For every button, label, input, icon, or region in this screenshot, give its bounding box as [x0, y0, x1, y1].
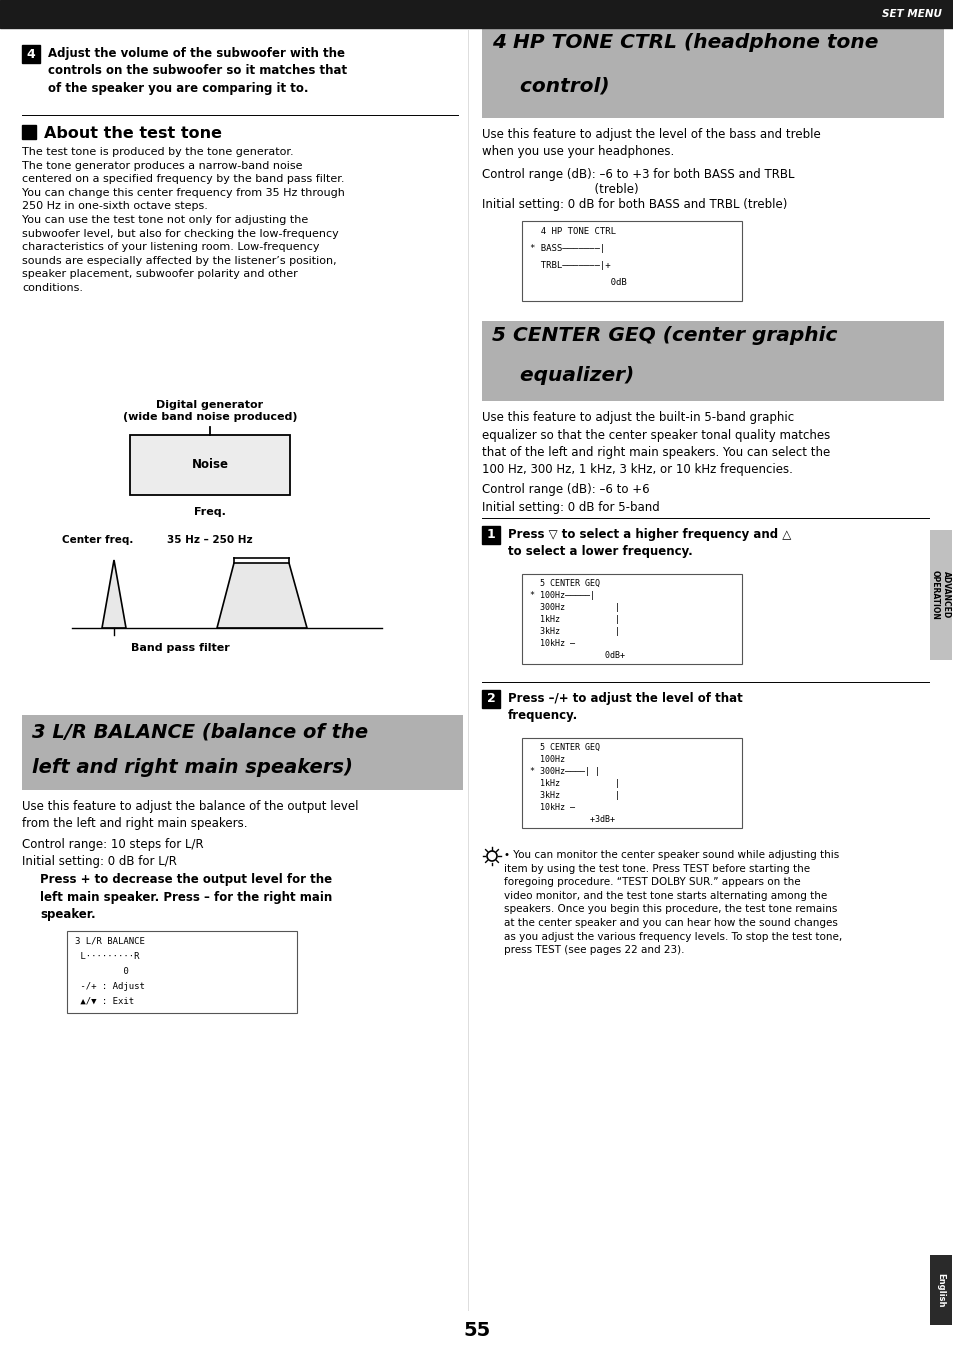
Polygon shape [102, 559, 126, 628]
Text: * 300Hz————| |: * 300Hz————| | [530, 767, 599, 776]
Text: 1kHz           |: 1kHz | [530, 615, 619, 624]
Bar [521, 574, 741, 665]
Bar [22, 714, 462, 790]
Text: 0: 0 [75, 967, 129, 976]
Text: 0dB+: 0dB+ [530, 651, 624, 661]
Bar [0, 0, 953, 28]
Text: control): control) [492, 75, 609, 94]
Text: * BASS———————|: * BASS———————| [530, 244, 604, 253]
Text: Control range (dB): –6 to +6
Initial setting: 0 dB for 5-band: Control range (dB): –6 to +6 Initial set… [481, 483, 659, 514]
Text: ▲/▼ : Exit: ▲/▼ : Exit [75, 998, 134, 1006]
Text: 4 HP TONE CTRL (headphone tone: 4 HP TONE CTRL (headphone tone [492, 32, 878, 53]
Text: Use this feature to adjust the level of the bass and treble
when you use your he: Use this feature to adjust the level of … [481, 128, 820, 159]
Text: 3 L/R BALANCE (balance of the: 3 L/R BALANCE (balance of the [32, 723, 368, 741]
Text: Use this feature to adjust the built-in 5-band graphic
equalizer so that the cen: Use this feature to adjust the built-in … [481, 411, 829, 476]
Text: 4 HP TONE CTRL: 4 HP TONE CTRL [530, 226, 616, 236]
Bar [481, 526, 499, 545]
Text: 4: 4 [27, 47, 35, 61]
Text: 2: 2 [486, 693, 495, 705]
Text: Press ▽ to select a higher frequency and △
to select a lower frequency.: Press ▽ to select a higher frequency and… [507, 528, 790, 558]
Text: Control range (dB): –6 to +3 for both BASS and TRBL: Control range (dB): –6 to +3 for both BA… [481, 168, 794, 181]
Text: SET MENU: SET MENU [882, 9, 941, 19]
Text: 0dB: 0dB [530, 278, 626, 287]
Text: left and right main speakers): left and right main speakers) [32, 758, 353, 776]
Text: -/+ : Adjust: -/+ : Adjust [75, 981, 145, 991]
Bar [130, 435, 290, 495]
Text: * 100Hz—————|: * 100Hz—————| [530, 590, 595, 600]
Text: L·········R: L·········R [75, 952, 139, 961]
Text: Center freq.: Center freq. [62, 535, 133, 545]
Text: equalizer): equalizer) [492, 367, 634, 386]
Text: Press + to decrease the output level for the
left main speaker. Press – for the : Press + to decrease the output level for… [40, 874, 332, 921]
Bar [22, 44, 40, 63]
Text: Band pass filter: Band pass filter [131, 643, 229, 652]
Bar [521, 737, 741, 828]
Text: About the test tone: About the test tone [44, 125, 222, 142]
Text: (treble): (treble) [481, 183, 638, 195]
Text: 35 Hz – 250 Hz: 35 Hz – 250 Hz [167, 535, 253, 545]
Bar [929, 530, 951, 661]
Text: 3kHz           |: 3kHz | [530, 627, 619, 636]
Text: 3kHz           |: 3kHz | [530, 791, 619, 799]
Text: 1: 1 [486, 528, 495, 542]
Text: 10kHz —: 10kHz — [530, 639, 575, 648]
Text: 3 L/R BALANCE: 3 L/R BALANCE [75, 937, 145, 946]
Text: English: English [936, 1273, 944, 1308]
Text: 100Hz: 100Hz [530, 755, 564, 764]
Bar [929, 1255, 951, 1325]
Text: +3dB+: +3dB+ [530, 816, 615, 824]
Text: Freq.: Freq. [193, 507, 226, 518]
Text: ADVANCED
OPERATION: ADVANCED OPERATION [929, 570, 950, 620]
Text: Control range: 10 steps for L/R
Initial setting: 0 dB for L/R: Control range: 10 steps for L/R Initial … [22, 838, 203, 868]
Text: 5 CENTER GEQ (center graphic: 5 CENTER GEQ (center graphic [492, 326, 837, 345]
Bar [481, 321, 943, 400]
Text: Digital generator
(wide band noise produced): Digital generator (wide band noise produ… [123, 400, 297, 422]
Text: Press –/+ to adjust the level of that
frequency.: Press –/+ to adjust the level of that fr… [507, 692, 742, 723]
Text: 1kHz           |: 1kHz | [530, 779, 619, 789]
Bar [521, 221, 741, 301]
Text: 55: 55 [463, 1321, 490, 1340]
Text: The test tone is produced by the tone generator.
The tone generator produces a n: The test tone is produced by the tone ge… [22, 147, 345, 293]
Text: Noise: Noise [192, 458, 229, 472]
Bar [22, 125, 36, 139]
Text: 300Hz          |: 300Hz | [530, 603, 619, 612]
Bar [481, 28, 943, 119]
Text: 10kHz —: 10kHz — [530, 803, 575, 811]
Bar [481, 690, 499, 708]
Bar [67, 931, 296, 1012]
Text: Adjust the volume of the subwoofer with the
controls on the subwoofer so it matc: Adjust the volume of the subwoofer with … [48, 47, 347, 94]
Polygon shape [216, 563, 307, 628]
Text: 5 CENTER GEQ: 5 CENTER GEQ [530, 743, 599, 752]
Text: TRBL———————|+: TRBL———————|+ [530, 262, 610, 270]
Text: Initial setting: 0 dB for both BASS and TRBL (treble): Initial setting: 0 dB for both BASS and … [481, 198, 786, 212]
Text: 5 CENTER GEQ: 5 CENTER GEQ [530, 580, 599, 588]
Text: Use this feature to adjust the balance of the output level
from the left and rig: Use this feature to adjust the balance o… [22, 799, 358, 830]
Text: • You can monitor the center speaker sound while adjusting this
item by using th: • You can monitor the center speaker sou… [503, 851, 841, 956]
